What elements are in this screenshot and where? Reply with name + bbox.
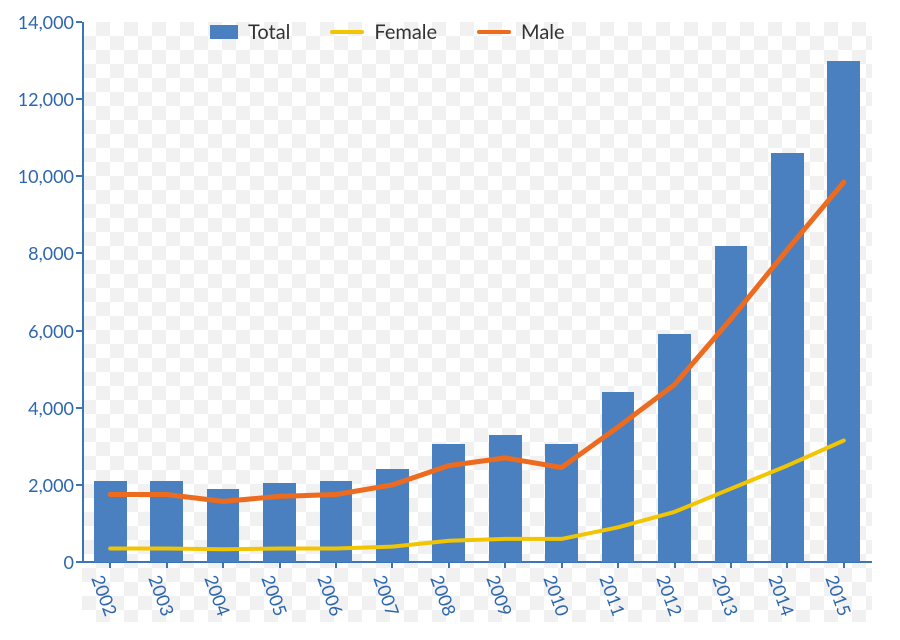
- y-tick-label: 2,000: [4, 474, 74, 496]
- y-tick-label: 0: [4, 551, 74, 573]
- combo-chart: 02,0004,0006,0008,00010,00012,00014,0002…: [0, 0, 900, 640]
- legend-label: Male: [521, 20, 565, 44]
- x-tick-mark: [166, 562, 168, 568]
- y-tick-label: 12,000: [4, 88, 74, 110]
- y-tick-label: 4,000: [4, 397, 74, 419]
- legend-swatch-line: [477, 30, 511, 34]
- x-tick-mark: [843, 562, 845, 568]
- x-tick-mark: [617, 562, 619, 568]
- x-tick-mark: [222, 562, 224, 568]
- legend-label: Total: [248, 20, 290, 44]
- line-male: [110, 182, 844, 501]
- plot-area: [82, 22, 872, 562]
- line-layer: [82, 22, 872, 562]
- x-tick-mark: [561, 562, 563, 568]
- x-tick-mark: [335, 562, 337, 568]
- legend-swatch-bar: [210, 25, 238, 39]
- x-tick-mark: [730, 562, 732, 568]
- y-tick-label: 6,000: [4, 320, 74, 342]
- x-tick-mark: [279, 562, 281, 568]
- line-female: [110, 441, 844, 550]
- x-tick-mark: [504, 562, 506, 568]
- x-tick-mark: [786, 562, 788, 568]
- y-tick-label: 14,000: [4, 11, 74, 33]
- x-tick-mark: [109, 562, 111, 568]
- legend-item-male: Male: [477, 20, 565, 44]
- x-tick-mark: [448, 562, 450, 568]
- legend-swatch-line: [330, 30, 364, 34]
- legend-item-total: Total: [210, 20, 290, 44]
- y-tick-label: 10,000: [4, 165, 74, 187]
- x-tick-mark: [674, 562, 676, 568]
- legend-label: Female: [374, 20, 437, 44]
- x-tick-mark: [391, 562, 393, 568]
- legend: Total Female Male: [210, 20, 565, 44]
- legend-item-female: Female: [330, 20, 437, 44]
- y-tick-label: 8,000: [4, 242, 74, 264]
